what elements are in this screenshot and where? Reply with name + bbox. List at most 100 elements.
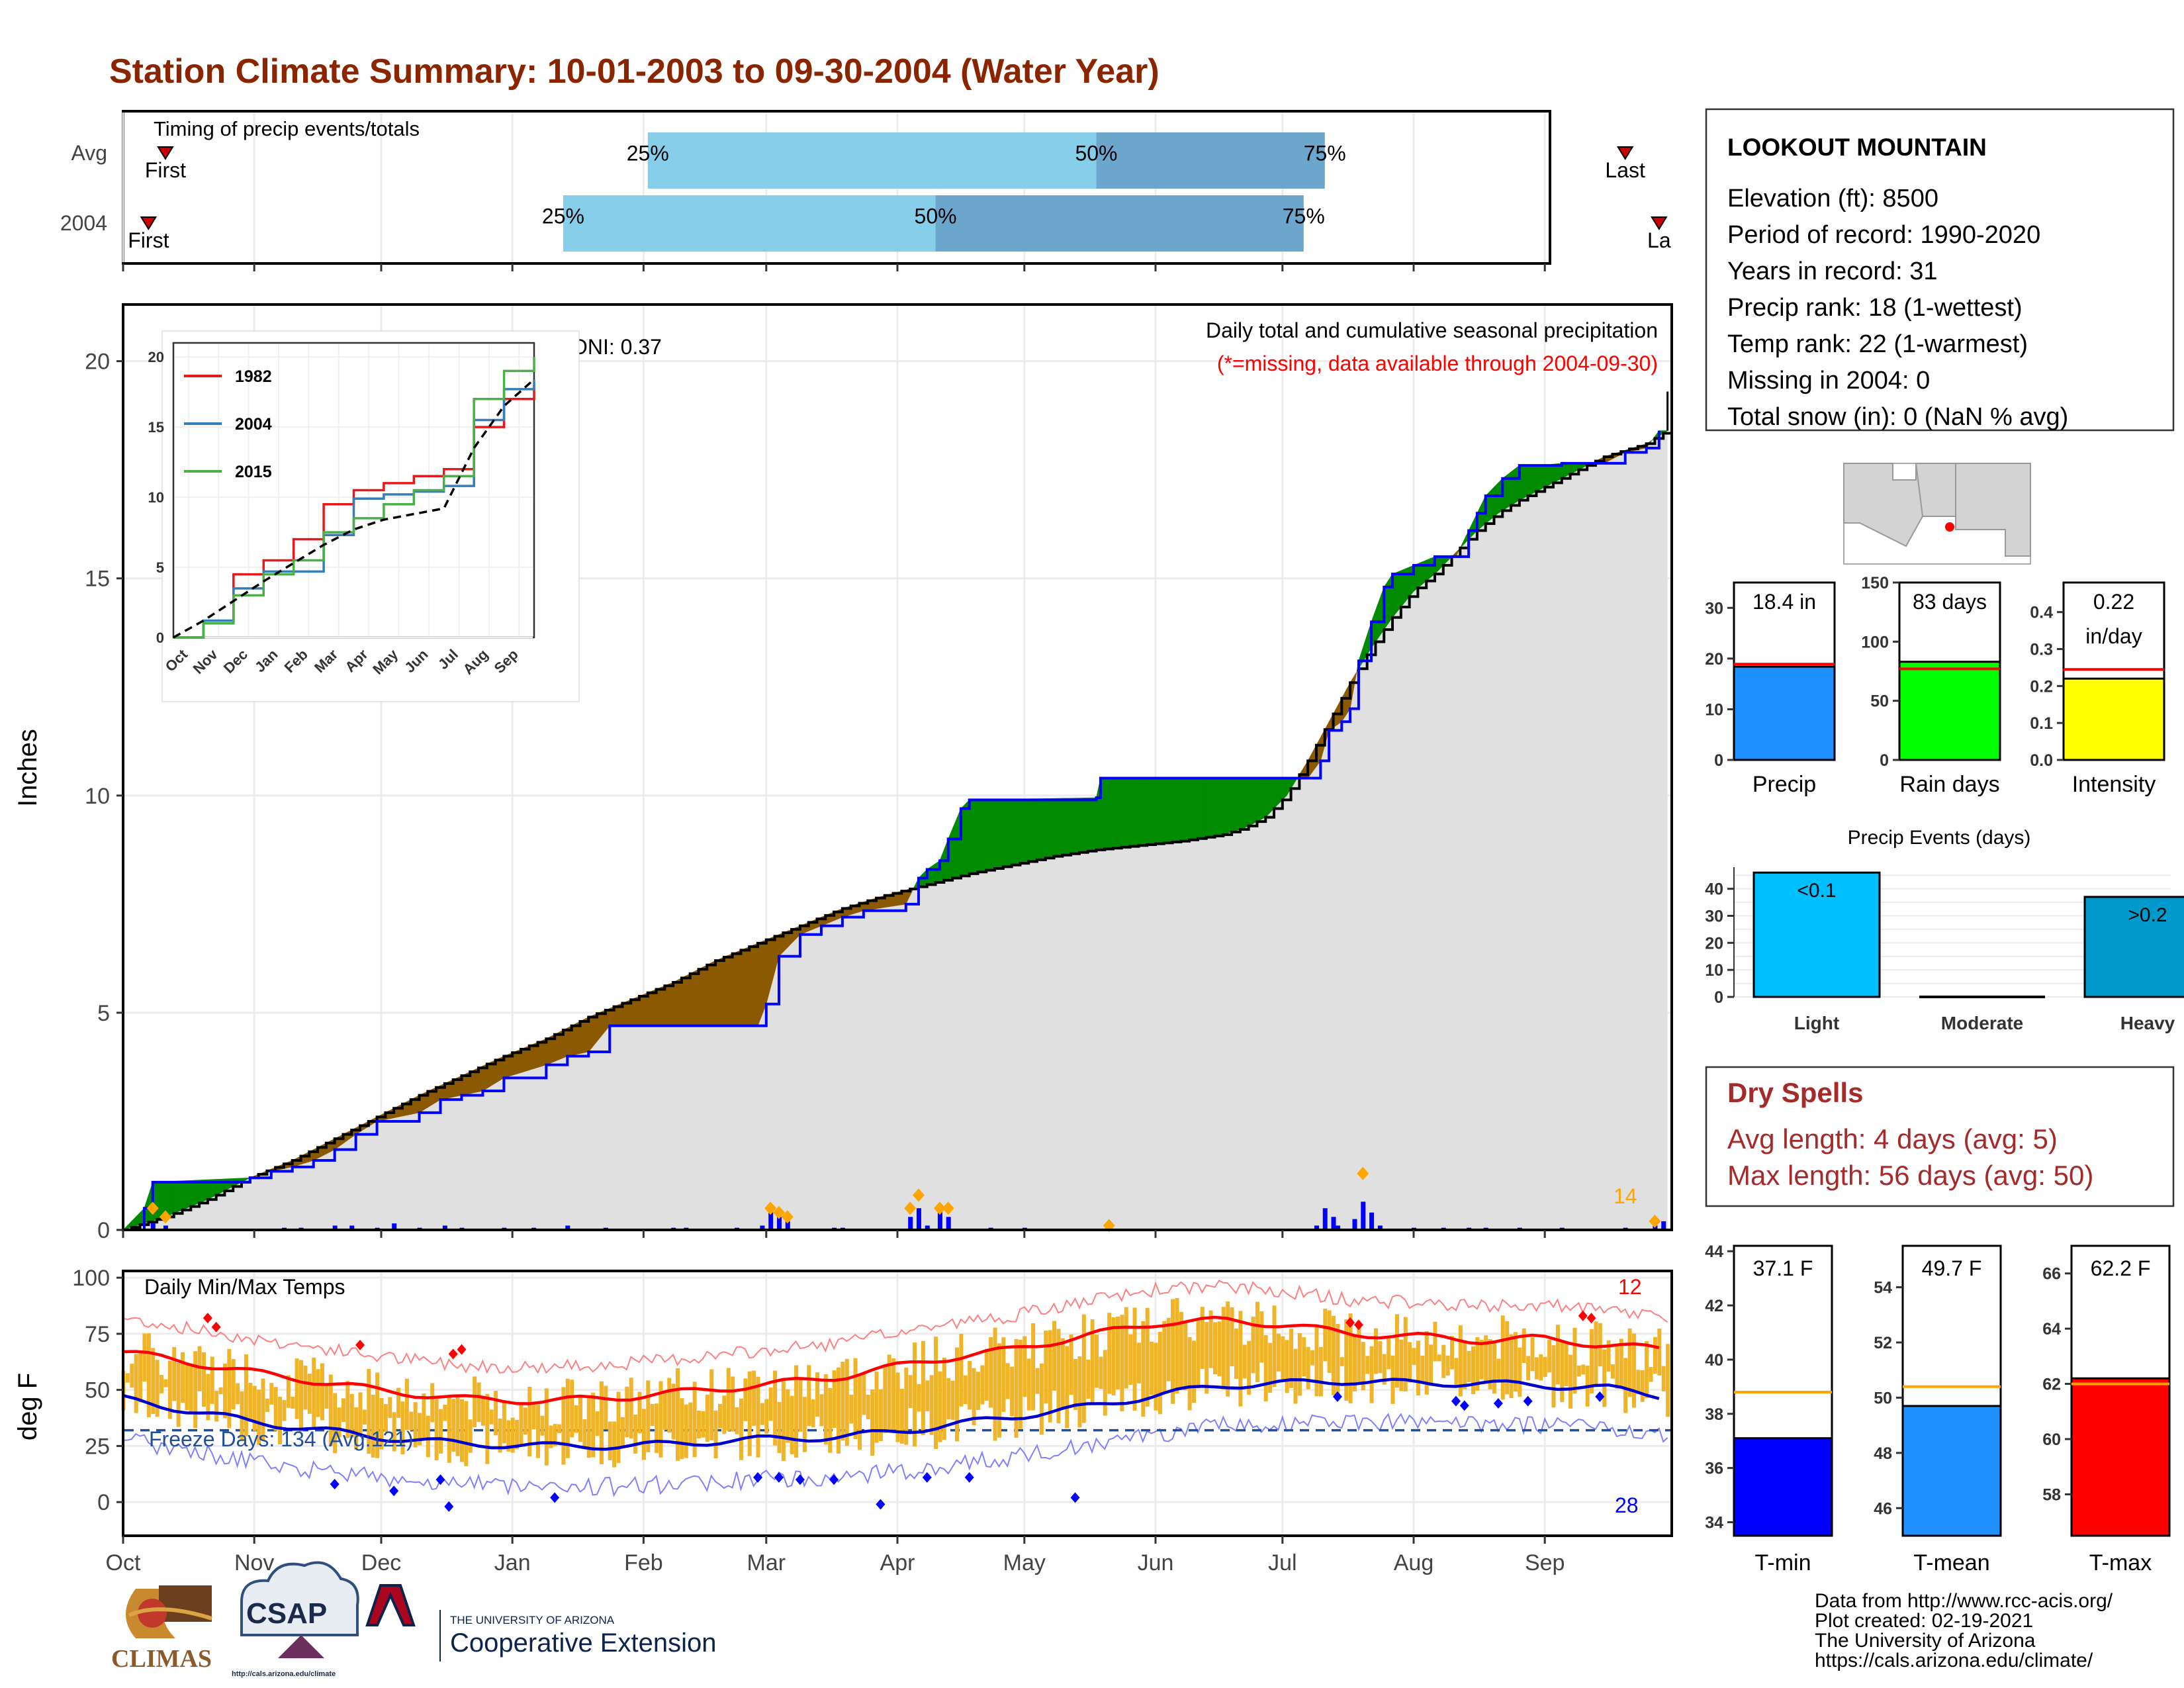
daily-temp-bar (1136, 1342, 1141, 1383)
temp-summary-label: T-min (1755, 1550, 1811, 1575)
daily-temp-bar (494, 1391, 498, 1436)
max-count-label: 12 (1618, 1275, 1642, 1299)
daily-temp-bar (1505, 1321, 1510, 1395)
daily-temp-bar (1361, 1342, 1365, 1391)
daily-temp-bar (1183, 1323, 1188, 1391)
daily-temp-bar (1653, 1336, 1657, 1374)
daily-temp-bar (1145, 1307, 1150, 1407)
daily-temp-bar (1424, 1331, 1429, 1395)
precip-difference-fill (1193, 778, 1199, 840)
precip-difference-fill (702, 964, 707, 1026)
daily-temp-bar (1598, 1323, 1602, 1367)
daily-temp-bar (159, 1375, 164, 1393)
record-high-marker-icon (355, 1339, 365, 1350)
events-ytick-label: 0 (1714, 988, 1723, 1007)
record-high-marker-icon (457, 1344, 467, 1355)
month-label: Jan (494, 1550, 531, 1575)
daily-precip-bar (768, 1208, 774, 1230)
record-low-marker-icon (774, 1472, 784, 1483)
daily-temp-bar (138, 1351, 143, 1403)
daily-temp-bar (1475, 1336, 1480, 1391)
daily-temp-bar (1132, 1307, 1137, 1411)
daily-temp-bar (946, 1378, 951, 1420)
daily-temp-bar (1619, 1338, 1623, 1389)
precip-difference-fill (169, 1181, 175, 1216)
daily-temp-bar (599, 1381, 604, 1464)
precip-difference-fill (1240, 778, 1245, 830)
precip-panel: 0 5 10 15 20 Inches Daily total and cumulati… (13, 303, 1673, 1243)
station-line-precip-rank: Precip rank: 18 (1-wettest) (1727, 294, 2023, 322)
daily-temp-bar (1234, 1328, 1238, 1379)
precip-difference-fill (1104, 778, 1109, 849)
precip-difference-fill (1231, 778, 1236, 833)
precip-difference-fill (981, 799, 987, 872)
daily-temp-bar (527, 1386, 532, 1457)
timing-bar-q50-q75 (935, 195, 1304, 252)
daily-temp-bar (1539, 1354, 1543, 1381)
daily-temp-bar (849, 1394, 854, 1424)
precip-difference-fill (1544, 464, 1549, 488)
oni-label: ONI: 0.37 (571, 335, 662, 359)
precip-difference-fill (757, 941, 762, 1026)
daily-temp-bar (1569, 1354, 1573, 1409)
daily-temp-bar (1467, 1350, 1471, 1382)
daily-temp-bar (709, 1369, 714, 1440)
daily-temp-bar (942, 1357, 946, 1440)
precip-ylabel: Inches (13, 729, 42, 807)
precip-difference-fill (1527, 465, 1533, 496)
daily-temp-bar (206, 1374, 210, 1421)
precip-difference-fill (1113, 778, 1118, 849)
daily-temp-bar (193, 1351, 198, 1429)
precip-difference-fill (1426, 558, 1431, 582)
precip-difference-fill (686, 973, 691, 1026)
daily-temp-bar (1081, 1314, 1086, 1423)
daily-temp-bar (418, 1413, 422, 1446)
daily-temp-bar (337, 1407, 341, 1438)
daily-temp-bar (354, 1407, 359, 1450)
timing-first-label: First (145, 158, 186, 182)
precip-difference-fill (1202, 778, 1207, 839)
record-low-marker-icon (444, 1501, 454, 1512)
precip-difference-fill (1058, 798, 1063, 857)
temp-summary-ytick-label: 34 (1705, 1514, 1723, 1532)
daily-temp-bar (655, 1403, 659, 1453)
precip-difference-fill (1121, 778, 1126, 848)
daily-temp-bar (286, 1375, 291, 1408)
temp-panel: 0 25 50 75 100 deg F Daily Min/Max Temps Fre… (13, 1266, 1673, 1537)
daily-temp-bar (1488, 1338, 1492, 1389)
precip-difference-fill (727, 953, 733, 1026)
daily-temp-bar (519, 1402, 523, 1445)
daily-precip-bar (1661, 1221, 1666, 1230)
inset-series-line (173, 357, 535, 639)
precip-difference-fill (1007, 798, 1012, 867)
daily-temp-bar (1547, 1339, 1552, 1373)
daily-temp-bar (1454, 1358, 1459, 1387)
temp-summary-ytick-label: 50 (1874, 1389, 1892, 1407)
daily-temp-bar (1416, 1340, 1420, 1396)
daily-temp-bar (828, 1387, 833, 1453)
inset-ytick-label: 10 (148, 489, 164, 506)
daily-temp-bar (980, 1365, 985, 1405)
precip-difference-fill (1236, 778, 1241, 831)
daily-temp-bar (1433, 1321, 1437, 1362)
daily-temp-bar (717, 1403, 722, 1429)
daily-temp-bar (823, 1374, 828, 1445)
daily-temp-bar (265, 1398, 269, 1412)
daily-temp-bar (1187, 1337, 1192, 1411)
daily-temp-bar (1399, 1339, 1404, 1391)
daily-temp-bar (731, 1376, 735, 1432)
record-high-marker-icon (1353, 1319, 1363, 1331)
record-low-marker-icon (1070, 1492, 1080, 1503)
daily-temp-bar (1255, 1301, 1259, 1383)
month-label: Jul (1268, 1550, 1297, 1575)
daily-precip-bar (1369, 1212, 1375, 1230)
precip-difference-fill (1075, 798, 1080, 854)
month-label: Jun (1138, 1550, 1174, 1575)
credit-line-4: https://cals.arizona.edu/climate/ (1815, 1650, 2093, 1671)
precip-difference-fill (1197, 778, 1203, 839)
precip-label-2: (*=missing, data available through 2004-… (1217, 352, 1658, 375)
daily-temp-bar (515, 1420, 520, 1450)
daily-temp-bar (1602, 1349, 1607, 1407)
record-low-marker-icon (389, 1485, 399, 1497)
daily-temp-bar (341, 1398, 345, 1423)
